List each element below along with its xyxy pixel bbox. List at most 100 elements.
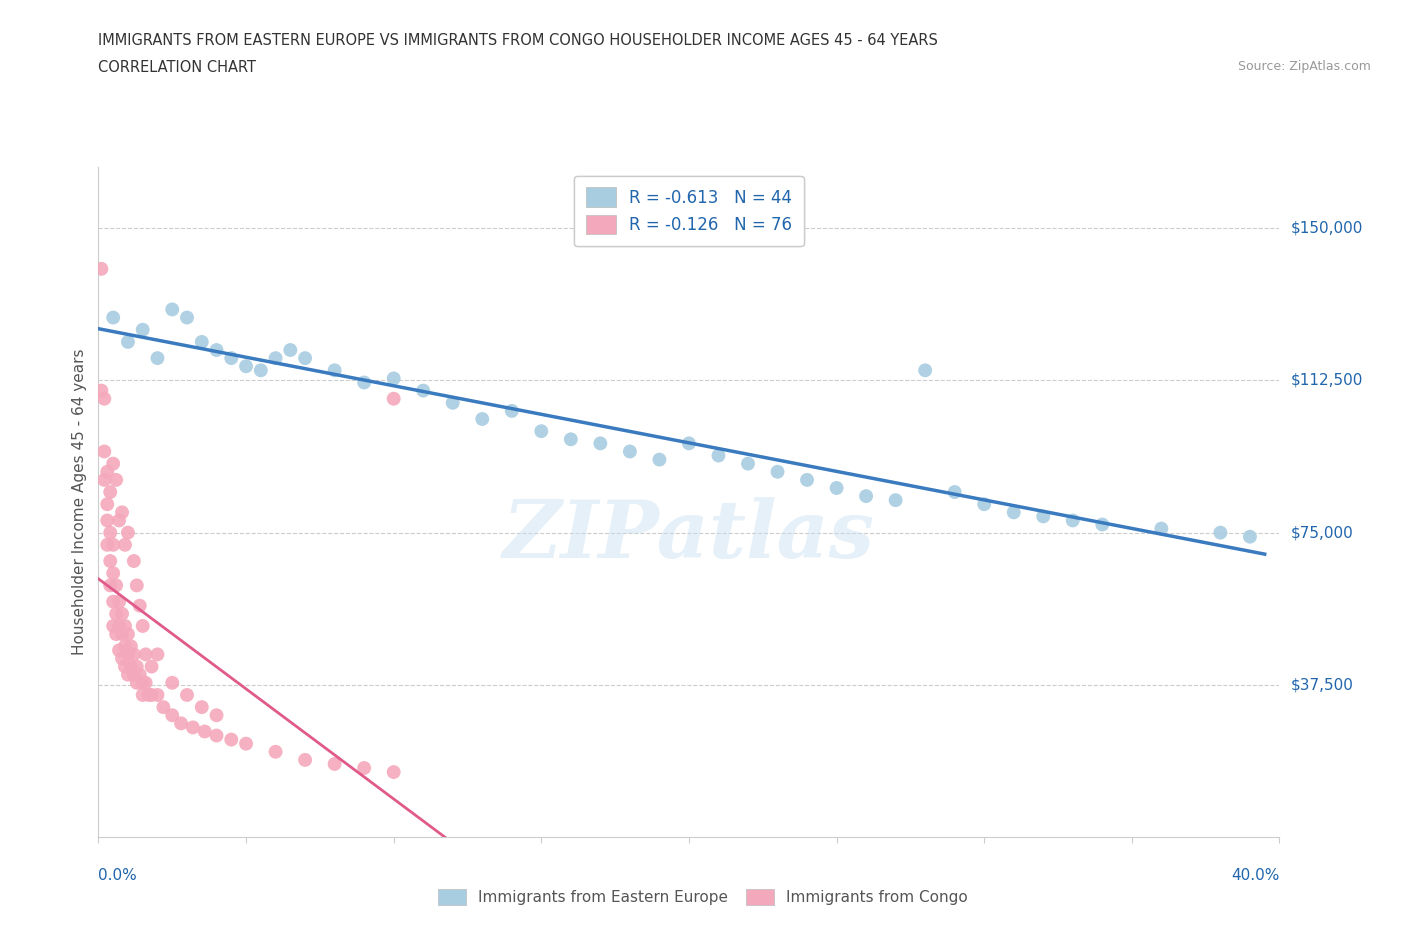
Point <box>103 594 125 609</box>
Point <box>90 261 112 276</box>
Point <box>382 392 405 406</box>
Point <box>181 720 204 735</box>
Point <box>170 716 193 731</box>
Point <box>105 472 128 487</box>
Point <box>98 578 121 592</box>
Point <box>93 472 115 487</box>
Point <box>125 659 148 674</box>
Point <box>412 383 434 398</box>
Point <box>707 448 730 463</box>
Point <box>294 752 316 767</box>
Point <box>125 578 148 592</box>
Point <box>122 647 145 662</box>
Point <box>114 618 136 633</box>
Point <box>108 513 131 528</box>
Point <box>619 444 641 458</box>
Point <box>146 647 169 662</box>
Point <box>132 323 155 338</box>
Point <box>108 643 131 658</box>
Point <box>132 675 155 690</box>
Point <box>471 412 494 427</box>
Point <box>135 675 157 690</box>
Point <box>323 756 346 771</box>
Point <box>219 351 242 365</box>
Text: $37,500: $37,500 <box>1291 677 1354 692</box>
Point <box>825 481 848 496</box>
Point <box>884 493 907 508</box>
Point <box>122 553 145 568</box>
Point <box>105 627 128 642</box>
Point <box>382 371 405 386</box>
Point <box>264 744 287 759</box>
Point <box>111 505 134 520</box>
Point <box>117 525 139 540</box>
Point <box>117 667 139 682</box>
Point <box>96 464 118 479</box>
Point <box>135 647 157 662</box>
Point <box>125 675 148 690</box>
Point <box>162 708 183 723</box>
Text: $150,000: $150,000 <box>1291 220 1362 236</box>
Point <box>294 351 316 365</box>
Point <box>205 342 228 357</box>
Point <box>103 538 125 552</box>
Point <box>235 737 257 751</box>
Point <box>235 359 257 374</box>
Point <box>117 627 139 642</box>
Point <box>141 687 163 702</box>
Point <box>93 392 115 406</box>
Point <box>353 375 375 390</box>
Point <box>111 651 134 666</box>
Point <box>114 538 136 552</box>
Point <box>278 342 302 357</box>
Point <box>98 525 121 540</box>
Point <box>111 606 134 621</box>
Point <box>191 699 214 714</box>
Point <box>766 464 789 479</box>
Legend: Immigrants from Eastern Europe, Immigrants from Congo: Immigrants from Eastern Europe, Immigran… <box>430 882 976 913</box>
Point <box>205 728 228 743</box>
Point <box>914 363 936 378</box>
Point <box>973 497 995 512</box>
Point <box>114 659 136 674</box>
Point <box>530 424 553 439</box>
Point <box>382 764 405 779</box>
Point <box>132 618 155 633</box>
Point <box>117 647 139 662</box>
Point <box>560 432 582 446</box>
Point <box>128 667 150 682</box>
Point <box>191 335 214 350</box>
Point <box>1002 505 1025 520</box>
Point <box>105 606 128 621</box>
Point <box>1062 513 1084 528</box>
Point <box>103 565 125 580</box>
Point <box>93 444 115 458</box>
Point <box>678 436 700 451</box>
Point <box>162 675 183 690</box>
Point <box>117 335 139 350</box>
Point <box>648 452 671 467</box>
Point <box>103 457 125 472</box>
Point <box>146 687 169 702</box>
Point <box>194 724 217 739</box>
Text: IMMIGRANTS FROM EASTERN EUROPE VS IMMIGRANTS FROM CONGO HOUSEHOLDER INCOME AGES : IMMIGRANTS FROM EASTERN EUROPE VS IMMIGR… <box>98 33 938 47</box>
Text: $112,500: $112,500 <box>1291 373 1362 388</box>
Point <box>132 687 155 702</box>
Point <box>96 538 118 552</box>
Point <box>96 513 118 528</box>
Point <box>141 659 163 674</box>
Point <box>128 598 150 613</box>
Point <box>353 761 375 776</box>
Point <box>1032 509 1054 524</box>
Text: ZIPatlas: ZIPatlas <box>503 497 875 575</box>
Point <box>1209 525 1232 540</box>
Point <box>219 732 242 747</box>
Point <box>737 457 759 472</box>
Point <box>176 310 198 325</box>
Text: 0.0%: 0.0% <box>98 868 138 883</box>
Point <box>105 578 128 592</box>
Point <box>250 363 273 378</box>
Text: 40.0%: 40.0% <box>1232 868 1279 883</box>
Point <box>103 310 125 325</box>
Point <box>103 618 125 633</box>
